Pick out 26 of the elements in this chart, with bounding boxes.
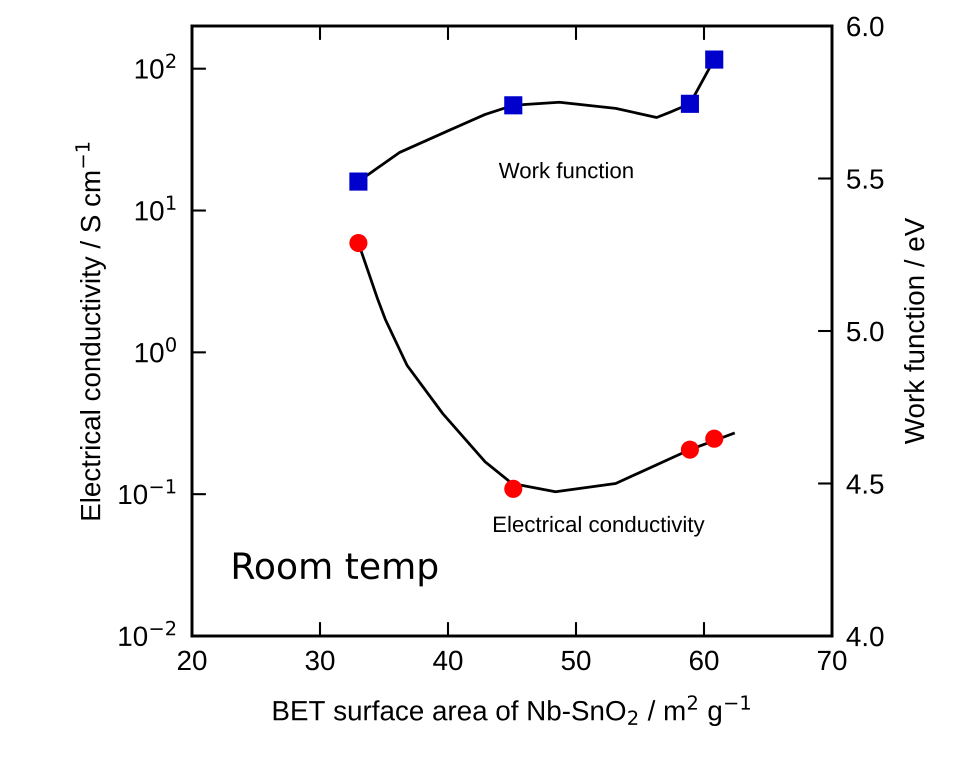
x-tick-label: 20 bbox=[178, 650, 206, 670]
point bbox=[504, 480, 522, 498]
point bbox=[705, 430, 724, 448]
x-tick-label: 70 bbox=[818, 650, 846, 670]
y-axis-title: Electrical conductivity / S cm$^{−1}$ bbox=[75, 142, 106, 520]
point bbox=[680, 440, 699, 459]
y2-tick-label: 4.0 bbox=[846, 626, 884, 646]
y2-tick-label: 6.0 bbox=[847, 16, 884, 36]
y2-tick-label: 5.5 bbox=[847, 169, 884, 189]
x-tick-label: 60 bbox=[690, 650, 718, 670]
y-tick-label: 10$^{−2}$ bbox=[119, 620, 176, 646]
y2-tick-label: 5.0 bbox=[847, 322, 884, 342]
x-tick-label: 50 bbox=[562, 650, 590, 670]
annotation: Room temp bbox=[234, 552, 438, 586]
annotation: Electrical conductivity bbox=[494, 516, 705, 537]
y-tick-label: 10$^{2}$ bbox=[136, 53, 176, 79]
x-tick-label: 30 bbox=[306, 650, 334, 670]
x-tick-label: 40 bbox=[433, 650, 462, 670]
point bbox=[349, 234, 368, 252]
y-tick-label: 10$^{−1}$ bbox=[119, 479, 176, 504]
y-tick-label: 10$^{1}$ bbox=[136, 196, 176, 221]
y-tick-label: 10$^{0}$ bbox=[136, 337, 176, 362]
annotation: Work function bbox=[498, 162, 633, 178]
x-axis-title: BET surface area of Nb-SnO$_{2}$ / m$^{2}$ g$^{−1}$ bbox=[274, 695, 750, 726]
y2-tick-label: 4.5 bbox=[846, 474, 884, 494]
y2-axis-title: Work function / eV bbox=[904, 218, 924, 444]
